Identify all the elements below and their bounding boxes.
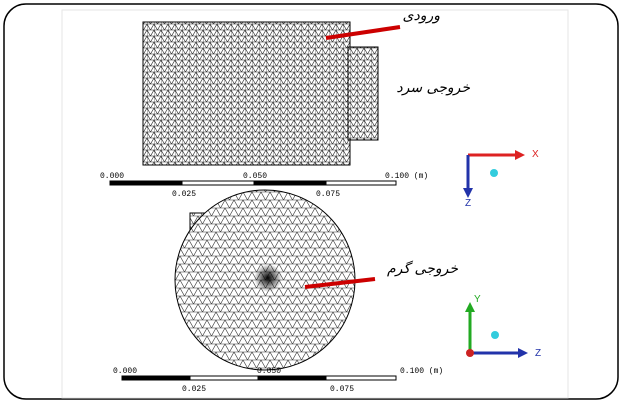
axis-label: Z (465, 198, 471, 209)
scale-label: 0.000 (113, 367, 137, 376)
mesh-cold-outlet (348, 47, 378, 140)
scale-label: 0.000 (100, 172, 124, 181)
scale-label: 0.075 (316, 190, 340, 199)
scale-label: 0.100 (m) (400, 367, 443, 376)
page: ورودی خروجی سرد 0.000 0.025 0.050 0.075 … (0, 0, 623, 403)
scale-bar (122, 376, 396, 380)
label: خروجی گرم (387, 260, 458, 277)
axis-label: X (532, 149, 539, 160)
scale-label: 0.025 (172, 190, 196, 199)
scale-label: 0.100 (m) (385, 172, 428, 181)
figure: ورودی خروجی سرد 0.000 0.025 0.050 0.075 … (0, 0, 623, 403)
axis-label: Z (535, 348, 541, 359)
scale-label: 0.050 (257, 367, 281, 376)
label: خروجی سرد (396, 80, 470, 96)
scale-bar (110, 181, 396, 185)
scale-label: 0.050 (243, 172, 267, 181)
label: ورودی (403, 8, 441, 24)
mesh-body (143, 22, 350, 165)
scale-label: 0.075 (330, 385, 354, 394)
mesh-dense-core (254, 264, 282, 292)
axis-label: Y (474, 294, 481, 305)
scale-label: 0.025 (182, 385, 206, 394)
